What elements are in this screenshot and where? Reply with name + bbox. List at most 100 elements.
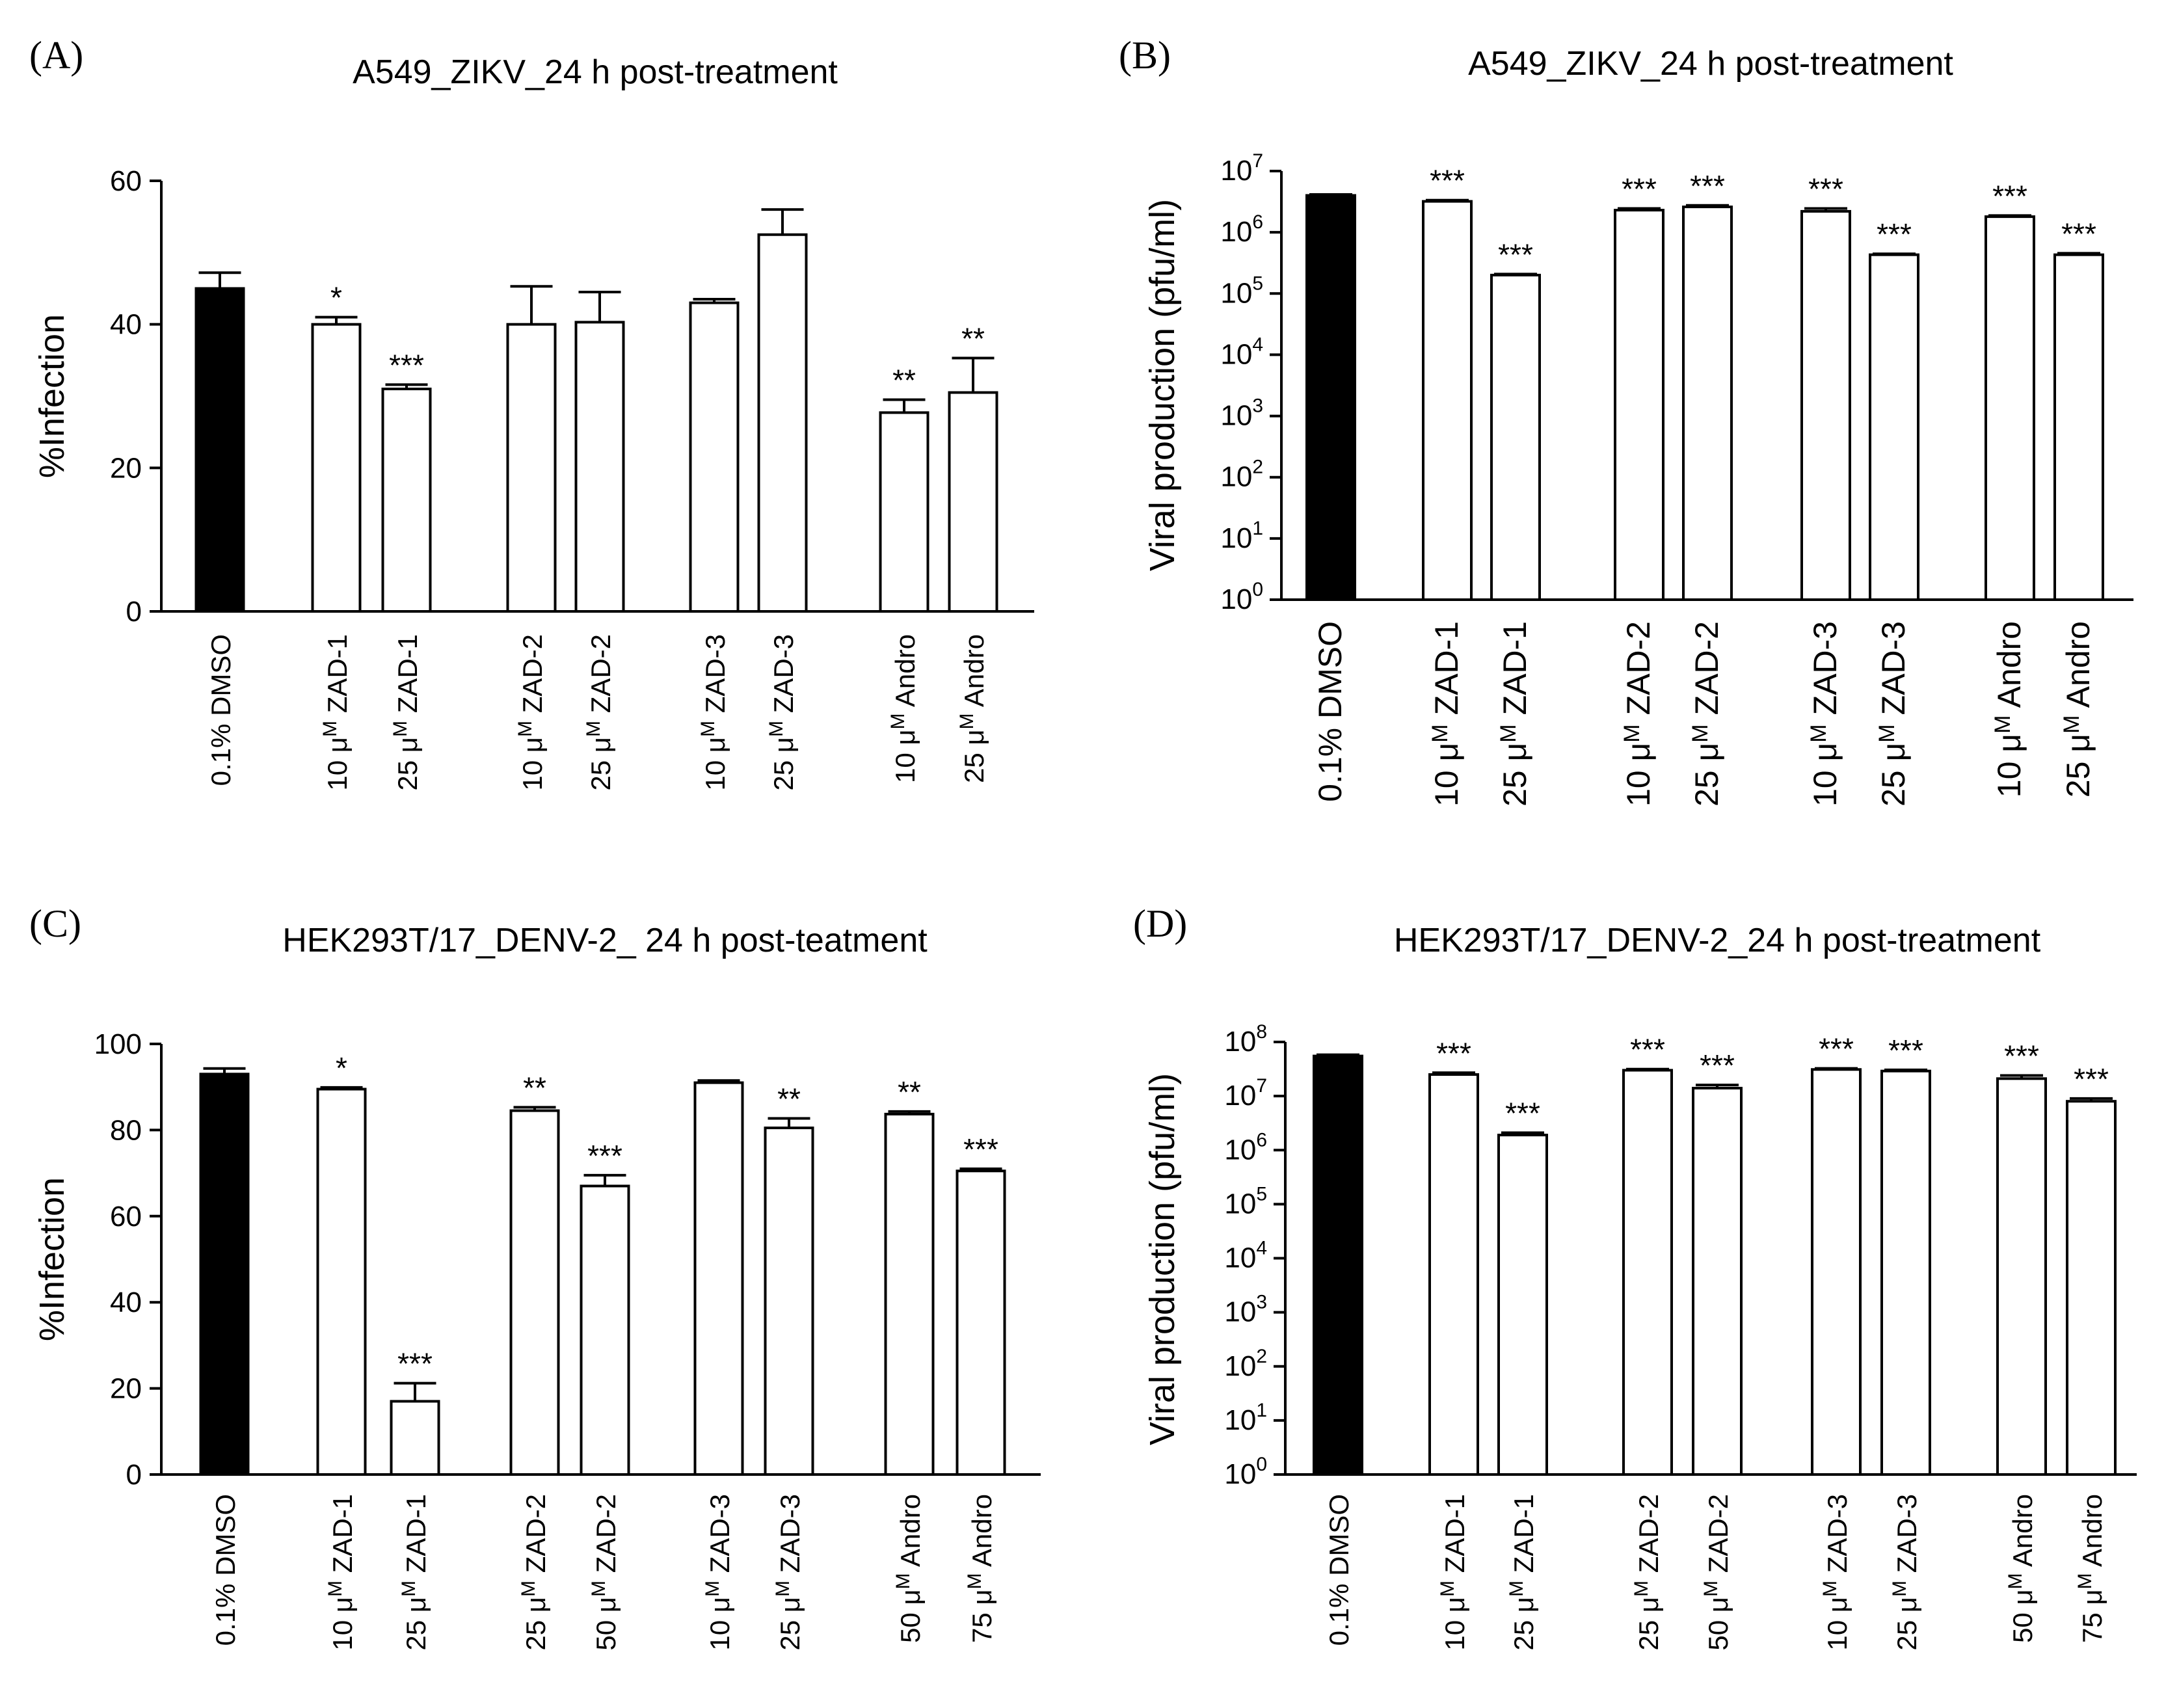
bar [1880,1069,1931,1476]
x-category-label: 10 μM ZAD-3 [702,1494,735,1651]
significance-label: *** [1498,237,1533,271]
x-category-label: 10 μM ZAD-1 [319,634,353,791]
x-category-label: 25 μM ZAD-3 [1875,621,1912,807]
x-category-label: 50 μM ZAD-2 [1700,1494,1733,1651]
significance-label: *** [2074,1062,2109,1096]
significance-label: ** [523,1071,546,1104]
significance-label: *** [1819,1032,1854,1066]
panel-label: (B) [1119,34,1171,77]
y-tick-label: 104 [1224,1238,1267,1274]
y-tick-label: 80 [110,1114,142,1146]
x-category-label: 25 μM ZAD-2 [1631,1494,1664,1651]
chart-title: A549_ZIKV_24 h post-treatment [1468,45,1953,83]
significance-label: *** [1622,172,1657,206]
bar [194,287,245,613]
x-category-label: 10 μM ZAD-3 [697,634,730,791]
significance-label: *** [1877,217,1912,251]
bar [1692,1086,1743,1476]
x-category-label: 50 μM Andro [892,1494,926,1643]
bar [1305,194,1356,601]
bar [764,1127,814,1476]
x-category-label: 25 μM ZAD-3 [1889,1494,1922,1651]
x-category-label: 0.1% DMSO [210,1494,241,1646]
y-tick-label: 40 [110,309,142,341]
significance-label: *** [1808,172,1843,206]
y-tick-label: 20 [110,1373,142,1405]
bar [689,301,740,613]
y-tick-label: 106 [1224,1129,1267,1166]
x-category-label: 0.1% DMSO [1312,621,1348,802]
y-tick-label: 107 [1220,150,1263,187]
bar [1869,253,1919,601]
x-category-label: 0.1% DMSO [1324,1494,1354,1646]
bar [1682,206,1733,601]
bar [390,1400,440,1476]
significance-label: *** [1430,164,1465,198]
y-tick-label: 60 [110,165,142,197]
y-tick-label: 105 [1224,1183,1267,1220]
x-category-label: 10 μM ZAD-1 [325,1494,358,1651]
bar [757,233,808,613]
bar [1497,1134,1548,1476]
bar [1996,1077,2047,1476]
y-tick-label: 40 [110,1287,142,1318]
y-axis-label: %Infection [33,314,72,478]
significance-label: ** [892,364,916,397]
bar [1800,209,1851,602]
significance-label: *** [1690,169,1725,203]
y-tick-label: 106 [1220,211,1263,248]
panel-b: (B) A549_ZIKV_24 h post-treatment Viral pr… [1119,34,2133,807]
panel-label: (C) [29,902,81,945]
significance-label: ** [777,1082,801,1116]
panel-label: (D) [1133,902,1187,945]
x-category-label: 75 μM Andro [964,1494,997,1643]
y-tick-label: 100 [1224,1454,1267,1490]
significance-label: *** [2004,1039,2039,1073]
panel-c: (C) HEK293T/17_DENV-2_ 24 h post-teatment… [29,902,1041,1651]
x-category-label: 25 μM ZAD-2 [518,1494,551,1651]
significance-label: * [330,281,342,315]
significance-label: ** [961,322,985,356]
bar [1313,1054,1363,1476]
y-tick-label: 100 [94,1028,142,1060]
chart-title: HEK293T/17_DENV-2_ 24 h post-teatment [282,922,928,959]
y-tick-label: 104 [1220,334,1263,370]
y-tick-label: 102 [1220,457,1263,493]
y-tick-label: 100 [1220,579,1263,615]
bar [948,391,998,613]
y-tick-label: 101 [1220,518,1263,554]
bar [506,323,557,613]
significance-label: *** [1992,179,2027,213]
x-category-label: 25 μM ZAD-2 [1688,621,1725,807]
y-tick-label: 102 [1224,1346,1267,1382]
significance-label: *** [389,348,424,382]
bar [2053,253,2104,601]
x-category-label: 10 μM ZAD-2 [515,634,548,791]
significance-label: *** [397,1347,433,1381]
bar [381,387,432,613]
bar [1985,215,2035,601]
x-category-label: 25 μM ZAD-1 [1496,621,1533,807]
panel-d: (D) HEK293T/17_DENV-2_24 h post-treatment… [1133,902,2137,1651]
y-tick-label: 101 [1224,1400,1267,1436]
y-tick-label: 103 [1224,1292,1267,1328]
x-category-label: 25 μM ZAD-1 [398,1494,431,1651]
y-tick-label: 60 [110,1201,142,1233]
bar [693,1081,744,1476]
bar [2066,1100,2117,1476]
chart-title: A549_ZIKV_24 h post-treatment [353,53,838,91]
panel-a: (A) A549_ZIKV_24 h post-treatment %Infecti… [29,34,1034,791]
significance-label: *** [1888,1034,1923,1067]
y-tick-label: 105 [1220,273,1263,309]
significance-label: *** [1630,1033,1665,1067]
y-tick-label: 0 [126,1459,142,1491]
significance-label: *** [963,1132,998,1166]
bar [509,1109,560,1476]
bar [1622,1069,1673,1476]
panel-label: (A) [29,34,83,77]
bar [580,1184,630,1476]
significance-label: *** [1700,1048,1735,1082]
y-axis-label: Viral production (pfu/ml) [1143,1073,1182,1445]
bar [1614,209,1664,602]
significance-label: *** [1505,1096,1540,1130]
